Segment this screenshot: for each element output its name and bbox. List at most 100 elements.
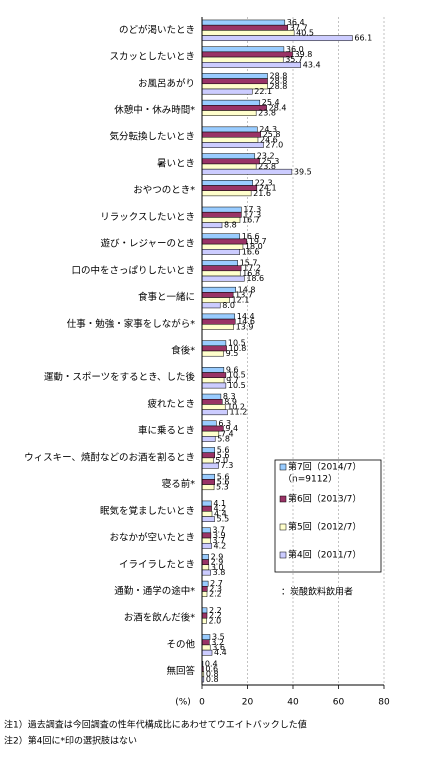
bar (201, 542, 212, 549)
bar (201, 447, 215, 453)
category-label: 仕事・勉強・家事をしながら* (67, 318, 196, 330)
category-label: 運動・スポーツをするとき、した後 (44, 371, 196, 383)
footnote: 注2）第4回に*印の選択肢はない (4, 735, 137, 747)
value-label: 4.4 (214, 509, 227, 518)
value-label: 8.3 (223, 392, 236, 401)
bar (201, 168, 293, 175)
bar (201, 532, 212, 539)
value-label: 5.5 (217, 515, 230, 524)
value-label: 23.2 (257, 152, 275, 161)
bar (201, 500, 212, 507)
legend-label: 第6回（2013/7） (288, 493, 361, 505)
bar (201, 99, 261, 106)
value-label: 4.1 (213, 499, 226, 508)
respondents: ：炭酸飲料飲用者 (281, 586, 353, 598)
value-label: 5.6 (217, 446, 230, 455)
bar (201, 473, 215, 480)
value-label: 0.4 (205, 659, 218, 668)
value-label: 5.8 (217, 434, 230, 443)
bar (201, 505, 212, 512)
bar (201, 511, 213, 517)
bar (201, 260, 238, 266)
x-tick-label: 20 (242, 698, 254, 708)
x-tick-label: 40 (287, 698, 299, 708)
value-label: 8.0 (222, 301, 235, 310)
value-label: 25.3 (262, 157, 280, 166)
value-label: 9.5 (226, 349, 239, 358)
category-label: おなかが空いたとき (109, 532, 195, 544)
bar (201, 324, 234, 330)
value-label: 13.9 (236, 322, 254, 331)
value-label: 39.8 (295, 50, 313, 59)
bar (201, 649, 213, 656)
category-label: 口の中をさっぱりしたいとき (71, 264, 195, 276)
value-label: 16.6 (242, 247, 260, 256)
value-label: 43.4 (303, 60, 321, 69)
category-label: スカッとしたいとき (109, 52, 195, 63)
value-label: 13.7 (235, 290, 253, 299)
legend-note: （n=9112） (283, 474, 337, 485)
bar (201, 126, 258, 133)
bar (201, 30, 295, 36)
value-label: 36.4 (287, 18, 305, 27)
bar (201, 318, 236, 325)
category-label: 気分転換したいとき (109, 131, 195, 143)
value-label: 24.6 (260, 135, 278, 144)
category-label: その他 (166, 638, 195, 650)
value-label: 37.7 (290, 23, 308, 32)
bar (201, 398, 223, 405)
bar (201, 51, 293, 58)
value-label: 66.1 (354, 34, 372, 43)
category-label: おやつのとき* (133, 185, 195, 196)
bar (201, 350, 224, 357)
value-label: 6.3 (218, 419, 231, 428)
value-label: 7.4 (221, 429, 234, 438)
bar (201, 340, 227, 347)
bar (201, 286, 236, 293)
bar (201, 404, 226, 410)
bar (201, 462, 219, 469)
value-label: 4.2 (214, 541, 227, 550)
category-label: ウィスキー、焼酎などのお酒を割るとき (24, 451, 195, 463)
value-label: 3.0 (211, 563, 224, 572)
value-label: 14.4 (237, 312, 255, 321)
legend-box (274, 459, 382, 573)
category-label: 食後* (171, 345, 195, 357)
category-label: のどが渇いたとき (119, 24, 195, 36)
x-axis-label: (%) (175, 698, 191, 708)
bar (201, 586, 208, 592)
bar (201, 409, 228, 416)
bar (201, 393, 222, 400)
bar (201, 302, 221, 309)
bar (201, 19, 286, 26)
bar (201, 88, 253, 95)
value-label: 2.3 (209, 584, 222, 593)
value-label: 17.3 (243, 210, 261, 219)
bar (201, 537, 211, 544)
legend-swatch (279, 523, 287, 531)
bar (201, 185, 258, 191)
legend-label: 第5回（2012/7） (288, 521, 361, 533)
bar (201, 559, 209, 566)
value-label: 2.0 (209, 616, 222, 625)
value-label: 14.6 (237, 317, 255, 326)
bar (201, 206, 242, 213)
value-label: 0.8 (206, 670, 219, 679)
value-label: 2.7 (210, 579, 223, 588)
bar (201, 292, 234, 298)
category-label: 食事と一緒に (138, 291, 195, 303)
value-label: 3.9 (213, 531, 226, 540)
value-label: 10.2 (227, 403, 245, 412)
bar (201, 564, 210, 571)
bar (201, 190, 252, 197)
value-label: 14.8 (238, 285, 256, 294)
bar (201, 35, 353, 42)
bar (201, 607, 208, 614)
value-label: 3.2 (211, 638, 224, 647)
value-label: 2.2 (209, 611, 222, 620)
bar (201, 372, 227, 378)
bar (201, 46, 285, 53)
legend-label: 第4回（2011/7） (288, 549, 361, 561)
value-label: 3.7 (212, 526, 225, 535)
value-label: 2.9 (211, 558, 224, 567)
